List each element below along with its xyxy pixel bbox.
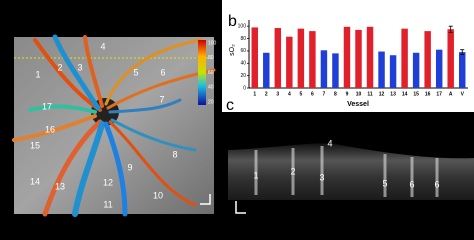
vessel-label: 10 xyxy=(153,190,163,200)
colorbar xyxy=(198,40,206,105)
bar xyxy=(355,29,362,89)
vessel-label: 4 xyxy=(327,138,332,148)
bar xyxy=(424,31,431,88)
bar xyxy=(343,26,351,88)
colorbar-tick-label: 20 xyxy=(208,99,214,105)
vessel-label: 1 xyxy=(35,69,40,79)
vessel-label: 5 xyxy=(382,178,387,188)
y-tick-label: 100 xyxy=(238,24,247,30)
error-bar xyxy=(460,49,465,56)
x-tick-label: 13 xyxy=(390,91,396,97)
panel-label: c xyxy=(226,97,234,114)
vessel-label: 12 xyxy=(103,177,113,187)
bar xyxy=(332,53,339,88)
bar xyxy=(447,29,454,88)
bar xyxy=(366,26,374,88)
x-tick-label: 6 xyxy=(311,91,314,97)
scale-bar xyxy=(235,201,246,214)
bar xyxy=(412,52,420,88)
bar xyxy=(378,51,385,88)
bar xyxy=(274,28,282,89)
vessel-label: 13 xyxy=(55,181,65,191)
bar xyxy=(297,28,305,88)
x-tick-label: 2 xyxy=(265,91,268,97)
y-tick-label: 80 xyxy=(240,36,246,42)
vessel-shadows xyxy=(254,146,439,197)
x-tick-label: V xyxy=(461,91,465,97)
bar xyxy=(309,31,316,88)
vessel-label: 9 xyxy=(127,162,132,172)
vessel-label: 15 xyxy=(30,140,40,150)
bar xyxy=(251,27,258,88)
x-tick-label: 17 xyxy=(436,91,442,97)
colorbar-tick-label: 40 xyxy=(208,85,214,91)
vessel-label: 7 xyxy=(159,94,164,104)
colorbar-tick-label: 80 xyxy=(208,55,214,61)
x-tick-label: 14 xyxy=(402,91,408,97)
bar xyxy=(263,52,270,88)
y-axis-label: sO₂ xyxy=(229,44,236,56)
x-axis-label: Vessel xyxy=(347,101,369,108)
y-tick-label: 0 xyxy=(243,85,246,91)
panel-label: b xyxy=(228,13,237,30)
vessel-label: 4 xyxy=(100,41,105,51)
x-tick-label: 8 xyxy=(334,91,337,97)
vessel-label: 6 xyxy=(434,179,439,189)
vessel-label: 3 xyxy=(77,62,82,72)
colorbar-tick-label: 60 xyxy=(208,70,214,76)
scale-bar xyxy=(200,194,211,205)
figure: b sO₂ Vessel c 12 345 67891011121314151617… xyxy=(12,0,474,219)
y-tick-label: 20 xyxy=(240,73,246,79)
x-tick-label: 12 xyxy=(379,91,385,97)
bar xyxy=(435,49,443,88)
x-tick-label: A xyxy=(449,91,453,97)
bar xyxy=(389,55,397,88)
x-tick-label: 11 xyxy=(367,91,373,97)
x-tick-label: 1 xyxy=(253,91,256,97)
x-tick-label: 3 xyxy=(276,91,279,97)
error-bar xyxy=(448,25,453,33)
x-tick-label: 10 xyxy=(356,91,362,97)
bar xyxy=(320,50,328,88)
oct-panel xyxy=(228,124,474,219)
vessel-label: 3 xyxy=(319,172,324,182)
bar xyxy=(401,28,408,88)
y-tick-label: 60 xyxy=(240,48,246,54)
vessel-label: 6 xyxy=(160,67,165,77)
x-tick-label: 16 xyxy=(425,91,431,97)
vessel-label: 6 xyxy=(409,179,414,189)
vessel-label: 2 xyxy=(290,166,295,176)
x-tick-label: 7 xyxy=(323,91,326,97)
x-tick-label: 4 xyxy=(288,91,291,97)
fundus-panel xyxy=(12,34,216,217)
vessel-label: 16 xyxy=(45,124,55,134)
bar xyxy=(286,36,293,88)
vessel-label: 17 xyxy=(42,101,52,111)
vessel-label: 1 xyxy=(253,170,258,180)
vessel-label: 2 xyxy=(57,62,62,72)
vessel-label: 11 xyxy=(103,199,112,209)
x-tick-label: 9 xyxy=(346,91,349,97)
x-tick-label: 5 xyxy=(299,91,302,97)
bar xyxy=(459,52,466,88)
vessel-label: 5 xyxy=(133,67,138,77)
x-tick-label: 15 xyxy=(413,91,419,97)
vessel-label: 8 xyxy=(172,149,177,159)
colorbar-tick-label: 100 xyxy=(208,40,217,46)
vessel-label: 14 xyxy=(30,176,40,186)
y-tick-label: 40 xyxy=(240,61,246,67)
